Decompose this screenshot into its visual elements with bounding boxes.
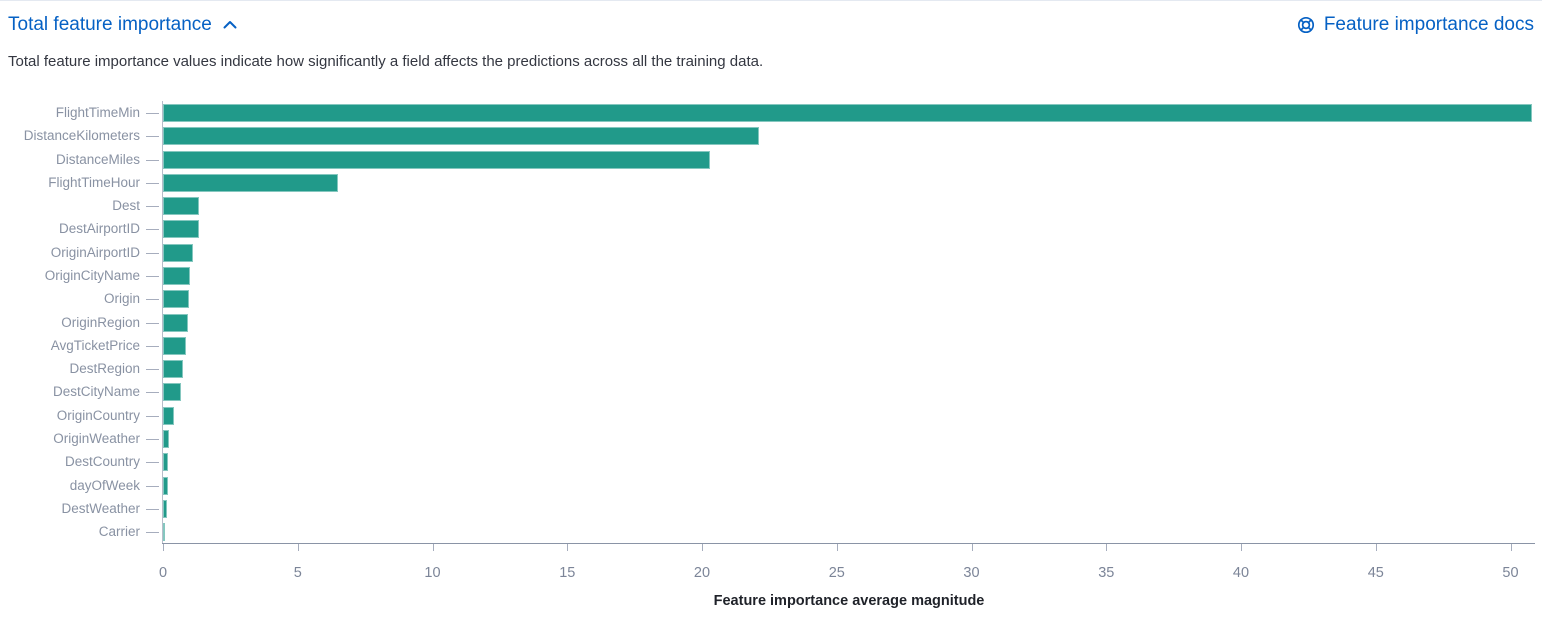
x-tick-mark: [702, 544, 703, 551]
bar-OriginRegion[interactable]: [163, 313, 188, 332]
x-tick-label: 50: [1502, 565, 1519, 581]
y-tick-mark: [146, 369, 159, 371]
y-tick-mark: [146, 159, 159, 161]
bar-DestAirportID[interactable]: [163, 220, 199, 239]
x-tick-mark: [567, 544, 569, 551]
x-tick-mark: [1106, 544, 1108, 551]
y-axis-label: FlightTimeMin: [55, 105, 140, 120]
bar-DestRegion[interactable]: [163, 360, 183, 379]
y-tick-mark: [146, 415, 159, 417]
y-tick-mark: [146, 136, 159, 138]
y-axis-label: DistanceKilometers: [23, 128, 140, 144]
x-tick-label: 5: [293, 565, 302, 581]
bar-AvgTicketPrice[interactable]: [163, 336, 187, 355]
x-tick-mark: [297, 544, 299, 551]
x-tick-label: 0: [158, 565, 168, 581]
y-axis-label: DestCityName: [52, 384, 140, 400]
section-description: Total feature importance values indicate…: [8, 53, 764, 70]
y-axis-label: DestRegion: [69, 361, 140, 377]
x-tick-label: 35: [1098, 565, 1115, 581]
y-axis-label: DestCountry: [64, 454, 140, 470]
y-axis-label: DestAirportID: [58, 221, 140, 237]
x-tick-mark: [1241, 544, 1242, 551]
y-axis-label: OriginRegion: [61, 314, 140, 330]
bar-DistanceKilometers[interactable]: [163, 127, 759, 146]
x-tick-mark: [836, 544, 838, 551]
x-tick-mark: [163, 544, 164, 551]
total-feature-importance-toggle[interactable]: Total feature importance: [8, 14, 238, 36]
y-tick-mark: [146, 392, 159, 394]
y-axis-line: [162, 101, 163, 543]
x-tick-mark: [971, 544, 973, 551]
y-tick-mark: [146, 462, 159, 464]
bar-FlightTimeMin[interactable]: [163, 104, 1533, 122]
x-tick-label: 45: [1367, 565, 1384, 581]
y-tick-mark: [146, 345, 159, 347]
section-title: Total feature importance: [8, 14, 212, 35]
x-tick-label: 30: [963, 565, 980, 581]
y-tick-mark: [146, 532, 159, 533]
bar-DestCityName[interactable]: [163, 383, 181, 402]
y-axis-label: OriginWeather: [53, 430, 140, 446]
x-tick-mark: [1375, 544, 1377, 551]
bar-dayOfWeek[interactable]: [163, 476, 168, 495]
bar-OriginCountry[interactable]: [163, 406, 174, 425]
bar-OriginAirportID[interactable]: [163, 243, 193, 262]
y-axis-label: DestWeather: [61, 500, 140, 516]
y-axis-label: Origin: [103, 291, 140, 307]
y-tick-mark: [146, 252, 159, 254]
x-tick-mark: [1510, 544, 1512, 551]
bar-Carrier[interactable]: [163, 523, 165, 541]
y-tick-mark: [146, 485, 159, 487]
bar-FlightTimeHour[interactable]: [163, 173, 339, 192]
y-tick-mark: [146, 438, 159, 440]
lifebuoy-icon: [1296, 15, 1316, 35]
y-tick-mark: [146, 113, 159, 114]
bar-OriginWeather[interactable]: [163, 429, 169, 448]
y-axis-label: FlightTimeHour: [48, 174, 140, 190]
y-tick-mark: [146, 182, 159, 184]
y-axis-label: AvgTicketPrice: [50, 337, 140, 353]
y-axis-label: OriginAirportID: [50, 244, 140, 260]
x-axis-line: [162, 543, 1535, 544]
x-tick-label: 10: [424, 565, 441, 581]
bar-DestCountry[interactable]: [163, 453, 169, 472]
x-tick-label: 25: [828, 565, 845, 581]
y-tick-mark: [146, 229, 159, 231]
y-tick-mark: [146, 206, 159, 208]
bar-OriginCityName[interactable]: [163, 267, 190, 285]
x-tick-label: 20: [693, 565, 711, 581]
y-axis-label: DistanceMiles: [55, 151, 140, 167]
bar-DistanceMiles[interactable]: [163, 150, 711, 169]
y-tick-mark: [146, 322, 159, 324]
y-axis-label: OriginCityName: [44, 268, 140, 283]
chevron-up-icon[interactable]: [222, 17, 238, 33]
y-tick-mark: [146, 299, 159, 301]
y-tick-mark: [146, 276, 159, 277]
feature-importance-docs-link[interactable]: Feature importance docs: [1296, 14, 1534, 36]
y-axis-label: Carrier: [98, 524, 140, 539]
x-tick-label: 40: [1232, 565, 1250, 581]
x-tick-mark: [432, 544, 434, 551]
y-axis-label: OriginCountry: [56, 407, 140, 423]
bar-DestWeather[interactable]: [163, 499, 167, 518]
y-axis-label: Dest: [112, 198, 140, 214]
docs-link-label: Feature importance docs: [1323, 14, 1534, 35]
bar-Dest[interactable]: [163, 197, 200, 216]
bar-Origin[interactable]: [163, 290, 190, 309]
y-tick-mark: [146, 508, 159, 510]
y-axis-label: dayOfWeek: [69, 477, 140, 493]
x-tick-label: 15: [559, 565, 576, 581]
x-axis-title: Feature importance average magnitude: [713, 593, 985, 609]
